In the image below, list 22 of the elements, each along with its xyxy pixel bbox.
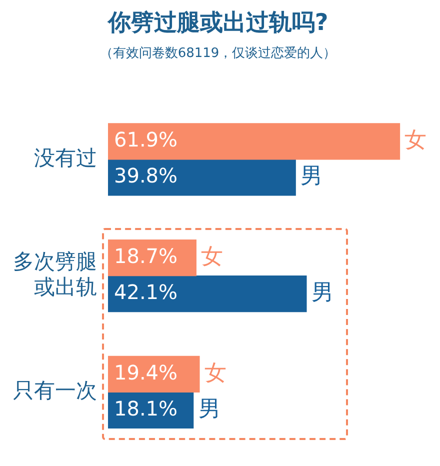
data-label: 61.9%: [114, 128, 178, 152]
y-tick-label: 没有过: [34, 146, 97, 170]
y-tick-label: 只有一次: [13, 378, 97, 403]
series-label: 男: [300, 164, 323, 190]
data-label: 18.7%: [114, 244, 178, 268]
y-tick-label: 多次劈腿或出轨: [13, 250, 97, 299]
text: 女: [204, 360, 226, 386]
bar: [108, 159, 296, 196]
data-label: 19.4%: [114, 360, 178, 384]
bar: [108, 356, 200, 393]
data-label: 18.1%: [114, 396, 178, 420]
bar: [108, 275, 307, 312]
chart-subtitle: （有效问卷数68119，仅谈过恋爱的人）: [100, 44, 336, 61]
data-label: 39.8%: [114, 164, 178, 188]
text: 男: [198, 396, 220, 422]
text: 女: [404, 128, 427, 154]
chart-title: 你劈过腿或出过轨吗?: [106, 10, 328, 36]
text: 男: [311, 280, 334, 306]
bar: [108, 123, 400, 160]
data-label: 42.1%: [114, 280, 178, 304]
series-label: 女: [201, 244, 224, 270]
bar: [108, 239, 196, 276]
